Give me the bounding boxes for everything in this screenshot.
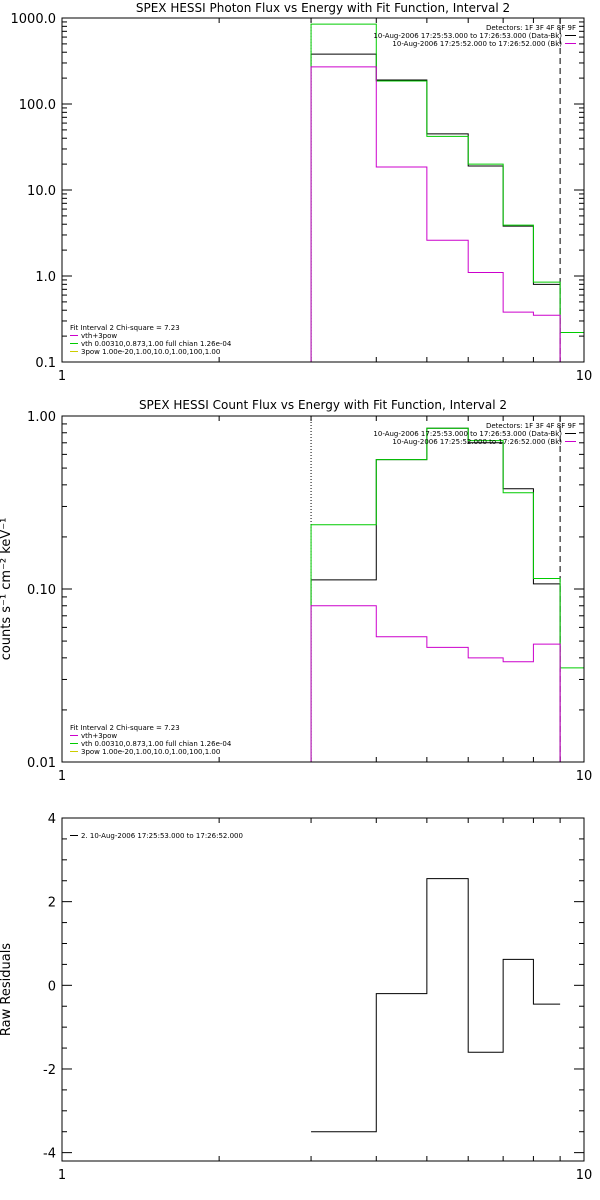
legend-entry: Fit Interval 2 Chi-square = 7.23 <box>70 324 180 332</box>
series-fit-thermal-line <box>310 66 561 362</box>
plot-area <box>311 878 561 1133</box>
x-tick-label: 10 <box>576 769 593 784</box>
plot-area <box>310 18 584 362</box>
chart-panel-2: SPEX HESSI Count Flux vs Energy with Fit… <box>0 398 592 784</box>
plot-frame <box>61 415 585 763</box>
legend-entry: 10-Aug-2006 17:25:53.000 to 17:26:53.000… <box>373 430 562 438</box>
axis-ticks: 1 10 0.01 0.10 1.00 <box>27 410 592 784</box>
legend-entry: vth 0.00310,0.873,1.00 full chian 1.26e-… <box>81 340 232 348</box>
y-tick-label: 10.0 <box>27 184 56 199</box>
plot-frame <box>61 817 585 1162</box>
axis-ticks: 1 10 -4 -2 0 2 4 <box>43 812 592 1183</box>
y-tick-label: 4 <box>48 812 56 827</box>
y-tick-label: 0 <box>48 979 56 994</box>
series-fit-total-line <box>310 23 584 362</box>
legend-entry: Detectors: 1F 3F 4F 8F 9F <box>486 422 576 430</box>
y-tick-label: 1000.0 <box>11 12 57 27</box>
series-data-line <box>311 878 561 1133</box>
chart-panel-1: SPEX HESSI Photon Flux vs Energy with Fi… <box>11 1 593 384</box>
y-tick-label: 1.0 <box>35 270 56 285</box>
plot-frame <box>61 17 585 363</box>
chart-title: SPEX HESSI Photon Flux vs Energy with Fi… <box>136 1 510 15</box>
y-axis-label: Raw Residuals <box>0 943 14 1036</box>
y-tick-label: 2 <box>48 896 56 911</box>
legend-entry: 10-Aug-2006 17:25:53.000 to 17:26:53.000… <box>373 32 562 40</box>
legend-entry: 2. 10-Aug-2006 17:25:53.000 to 17:26:52.… <box>81 832 243 840</box>
x-tick-label: 1 <box>58 369 66 384</box>
y-tick-label: 0.01 <box>27 756 56 771</box>
series-fit-total-line <box>310 427 584 762</box>
series-data-line <box>310 53 561 362</box>
y-tick-label: 100.0 <box>19 98 56 113</box>
series-data-line <box>310 427 561 762</box>
legend-entry: vth+3pow <box>81 332 117 340</box>
legend-entry: 10-Aug-2006 17:25:52.000 to 17:26:52.000… <box>392 40 562 48</box>
legend-top-left: 2. 10-Aug-2006 17:25:53.000 to 17:26:52.… <box>70 832 243 840</box>
x-tick-label: 10 <box>576 369 593 384</box>
series-fit-thermal-line <box>310 605 561 762</box>
legend-entry: 3pow 1.00e-20,1.00,10.0,1.00,100,1.00 <box>81 748 220 756</box>
legend-entry: vth+3pow <box>81 732 117 740</box>
y-axis-label: counts s⁻¹ cm⁻² keV⁻¹ <box>0 518 14 661</box>
legend-bottom-left: Fit Interval 2 Chi-square = 7.23vth+3pow… <box>70 324 232 356</box>
chart-panel-3: Raw Residuals 1 10 -4 -2 0 2 4 2. 10-Aug-2006 17… <box>0 812 592 1183</box>
legend-entry: 10-Aug-2006 17:25:52.000 to 17:26:52.000… <box>392 438 562 446</box>
plot-area <box>310 416 584 762</box>
y-tick-label: 0.10 <box>27 583 56 598</box>
legend-bottom-left: Fit Interval 2 Chi-square = 7.23vth+3pow… <box>70 724 232 756</box>
chart-title: SPEX HESSI Count Flux vs Energy with Fit… <box>139 398 507 412</box>
legend-entry: 3pow 1.00e-20,1.00,10.0,1.00,100,1.00 <box>81 348 220 356</box>
y-tick-label: 1.00 <box>27 410 56 425</box>
legend-entry: Detectors: 1F 3F 4F 8F 9F <box>486 24 576 32</box>
legend-entry: vth 0.00310,0.873,1.00 full chian 1.26e-… <box>81 740 232 748</box>
x-tick-label: 10 <box>576 1168 593 1183</box>
x-tick-label: 1 <box>58 769 66 784</box>
y-tick-label: -2 <box>43 1063 56 1078</box>
x-tick-label: 1 <box>58 1168 66 1183</box>
y-tick-label: 0.1 <box>35 356 56 371</box>
y-tick-label: -4 <box>43 1147 56 1162</box>
legend-entry: Fit Interval 2 Chi-square = 7.23 <box>70 724 180 732</box>
